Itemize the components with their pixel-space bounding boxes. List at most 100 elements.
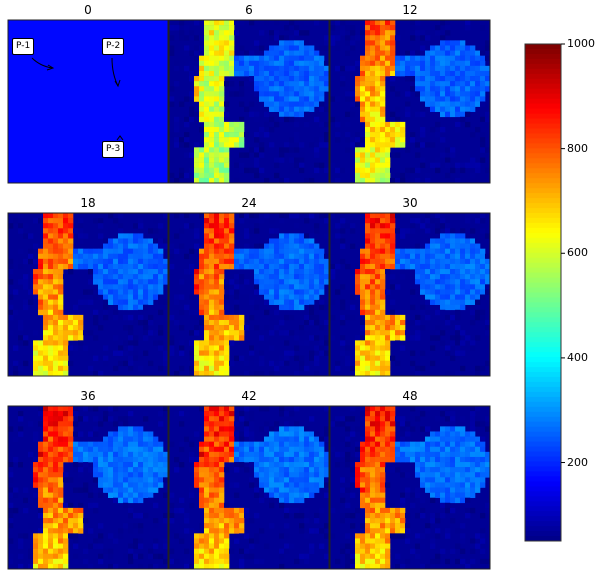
heatmap-cell <box>435 553 441 560</box>
heatmap-cell <box>108 243 114 249</box>
heatmap-cell <box>264 279 270 285</box>
heatmap-cell <box>480 45 486 51</box>
heatmap-cell <box>410 60 416 67</box>
heatmap-cell <box>138 269 144 275</box>
heatmap-cell <box>385 253 391 260</box>
heatmap-cell <box>229 55 235 62</box>
heatmap-cell <box>88 456 94 463</box>
heatmap-cell <box>158 345 164 351</box>
heatmap-cell <box>108 563 114 570</box>
heatmap-cell <box>455 274 461 280</box>
heatmap-cell <box>58 456 64 463</box>
heatmap-cell <box>209 523 215 529</box>
heatmap-cell <box>475 162 481 169</box>
heatmap-cell <box>234 512 240 519</box>
heatmap-cell <box>279 553 285 560</box>
heatmap-cell <box>93 477 99 483</box>
heatmap-cell <box>385 451 391 458</box>
heatmap-cell <box>284 304 290 311</box>
heatmap-cell <box>204 223 210 229</box>
heatmap-cell <box>18 279 24 285</box>
heatmap-cell <box>360 548 366 555</box>
heatmap-cell <box>299 96 305 102</box>
heatmap-cell <box>249 436 255 442</box>
colorbar-segment <box>525 431 561 438</box>
heatmap-cell <box>163 360 169 367</box>
heatmap-cell <box>284 111 290 118</box>
heatmap-cell <box>43 446 49 453</box>
heatmap-cell <box>279 45 285 51</box>
heatmap-cell <box>470 340 476 346</box>
heatmap-cell <box>204 167 210 174</box>
heatmap-cell <box>289 253 295 260</box>
heatmap-cell <box>390 60 396 67</box>
heatmap-cell <box>445 350 451 356</box>
heatmap-cell <box>284 263 290 270</box>
heatmap-cell <box>239 294 245 300</box>
heatmap-cell <box>485 456 491 463</box>
heatmap-cell <box>169 558 175 565</box>
heatmap-cell <box>284 65 290 72</box>
heatmap-cell <box>118 269 124 275</box>
heatmap-cell <box>244 456 250 463</box>
heatmap-cell <box>153 543 159 549</box>
heatmap-cell <box>63 472 69 478</box>
heatmap-cell <box>284 355 290 362</box>
heatmap-cell <box>179 538 185 544</box>
heatmap-cell <box>219 65 225 72</box>
heatmap-cell <box>274 456 280 463</box>
heatmap-cell <box>219 76 225 82</box>
heatmap-cell <box>480 309 486 316</box>
heatmap-cell <box>330 533 336 539</box>
heatmap-cell <box>410 86 416 92</box>
heatmap-cell <box>304 299 310 305</box>
heatmap-cell <box>128 446 134 453</box>
heatmap-cell <box>294 106 300 112</box>
heatmap-cell <box>279 330 285 336</box>
heatmap-cell <box>415 137 421 143</box>
heatmap-cell <box>405 451 411 458</box>
heatmap-cell <box>410 538 416 544</box>
heatmap-cell <box>23 462 29 468</box>
heatmap-cell <box>279 299 285 305</box>
heatmap-cell <box>128 355 134 362</box>
heatmap-cell <box>455 456 461 463</box>
heatmap-cell <box>370 487 376 493</box>
heatmap-cell <box>113 253 119 260</box>
heatmap-cell <box>309 76 315 82</box>
heatmap-cell <box>254 70 260 77</box>
heatmap-cell <box>470 477 476 483</box>
heatmap-cell <box>53 492 59 498</box>
heatmap-cell <box>465 76 471 82</box>
heatmap-cell <box>365 299 371 305</box>
heatmap-cell <box>28 406 34 412</box>
heatmap-cell <box>204 172 210 179</box>
heatmap-cell <box>93 502 99 509</box>
heatmap-cell <box>440 50 446 56</box>
heatmap-cell <box>465 299 471 305</box>
heatmap-cell <box>274 309 280 316</box>
heatmap-cell <box>204 106 210 112</box>
heatmap-cell <box>128 263 134 270</box>
heatmap-cell <box>214 223 220 229</box>
heatmap-cell <box>279 96 285 102</box>
heatmap-cell <box>420 411 426 417</box>
heatmap-cell <box>330 299 336 305</box>
heatmap-cell <box>450 462 456 468</box>
heatmap-cell <box>199 70 205 77</box>
heatmap-cell <box>360 81 366 87</box>
heatmap-cell <box>279 487 285 493</box>
heatmap-cell <box>355 340 361 346</box>
heatmap-cell <box>415 319 421 326</box>
heatmap-cell <box>304 177 310 184</box>
heatmap-cell <box>480 263 486 270</box>
heatmap-cell <box>284 431 290 437</box>
heatmap-cell <box>460 304 466 311</box>
heatmap-cell <box>264 70 270 77</box>
heatmap-cell <box>219 238 225 244</box>
heatmap-cell <box>375 65 381 72</box>
heatmap-cell <box>440 101 446 107</box>
heatmap-cell <box>350 563 356 570</box>
heatmap-cell <box>400 512 406 519</box>
heatmap-cell <box>470 289 476 295</box>
